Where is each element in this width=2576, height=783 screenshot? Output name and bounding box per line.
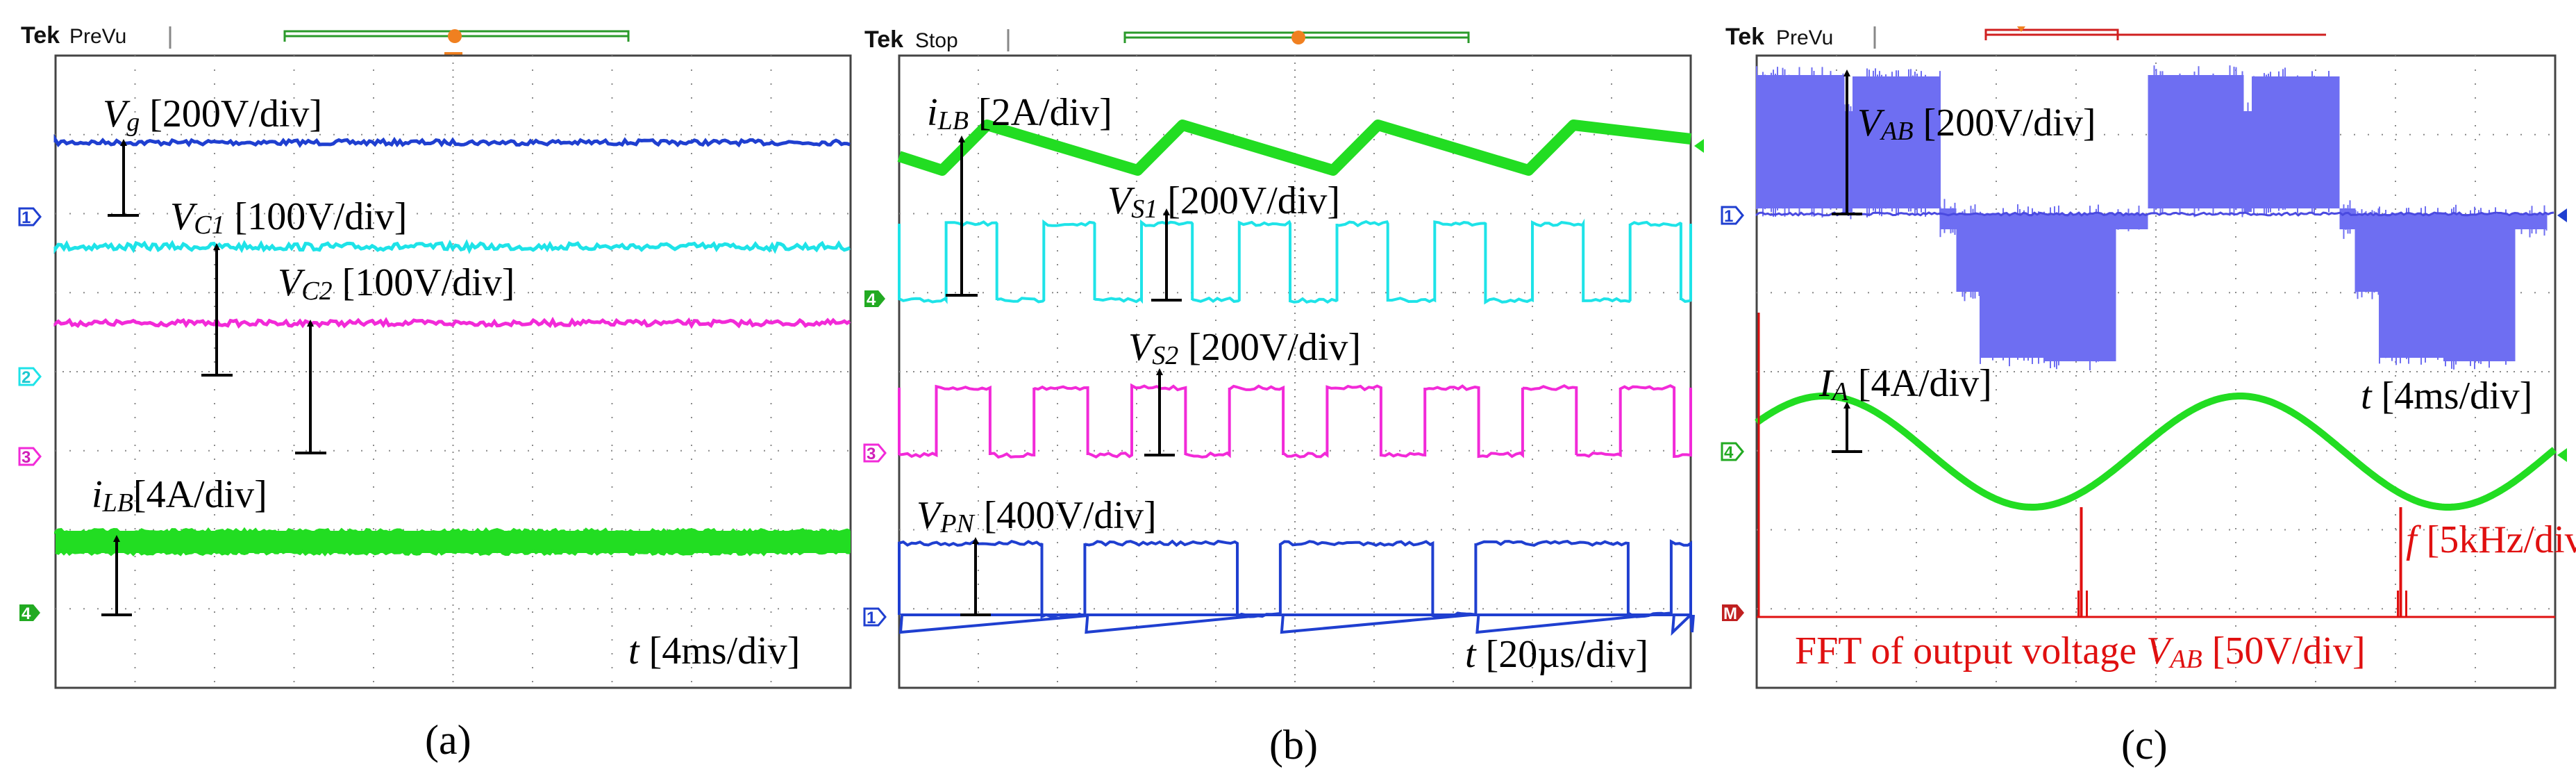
panel-a: Tek PreVu T 1 2 3 4 Vg [200V/div] VC1 [1… bbox=[18, 22, 852, 763]
ch3-marker-icon: 3 bbox=[863, 443, 887, 463]
panel-b-ch-markers: 4 3 1 bbox=[863, 290, 887, 627]
series-ia bbox=[1755, 393, 2557, 511]
caption-b: (b) bbox=[1269, 722, 1318, 768]
caption-a: (a) bbox=[425, 717, 471, 763]
series-vab-block bbox=[1757, 75, 1781, 208]
svg-text:3: 3 bbox=[867, 445, 876, 463]
series-vab-block bbox=[2380, 214, 2443, 358]
label-vg: Vg [200V/div] bbox=[103, 92, 322, 137]
label-vc2: VC2 [100V/div] bbox=[278, 261, 515, 306]
series-vg bbox=[53, 133, 851, 148]
panel-a-mode: PreVu bbox=[69, 25, 126, 48]
series-ilb-edge bbox=[54, 527, 851, 536]
math-marker-icon: M bbox=[1722, 604, 1744, 623]
series-vab-block bbox=[1980, 214, 2044, 358]
series-ilb-edge bbox=[55, 547, 851, 557]
ch4-marker-icon: 4 bbox=[864, 290, 885, 309]
panel-a-brand: Tek bbox=[21, 22, 60, 49]
svg-text:M: M bbox=[1723, 604, 1737, 623]
label-ia: IA [4A/div] bbox=[1818, 362, 1992, 406]
panel-a-ch-markers: 1 2 3 4 bbox=[18, 207, 42, 623]
svg-text:1: 1 bbox=[1724, 207, 1733, 226]
ch4-pointer-icon bbox=[1694, 139, 1704, 153]
panel-c: Tek PreVu 1 4 M VAB [200V/div] IA [4A/di… bbox=[1721, 24, 2576, 768]
panel-b-mode: Stop bbox=[915, 29, 958, 52]
svg-text:1: 1 bbox=[867, 609, 876, 627]
label-ilb-a: iLB[4A/div] bbox=[92, 473, 267, 518]
svg-text:3: 3 bbox=[22, 448, 31, 467]
svg-text:4: 4 bbox=[867, 290, 876, 309]
panel-c-plot bbox=[1755, 54, 2567, 689]
label-vs1: VS1 [200V/div] bbox=[1107, 179, 1340, 224]
panel-b-plot bbox=[897, 54, 1704, 689]
series-vs1 bbox=[898, 218, 1692, 305]
ch1-pointer-icon bbox=[2557, 208, 2567, 222]
label-t-a: t [4ms/div] bbox=[628, 629, 800, 673]
series-vab-block bbox=[1956, 214, 1980, 292]
series-vpn bbox=[898, 539, 1695, 636]
panel-c-ch-markers: 1 4 M bbox=[1721, 206, 1744, 623]
ch1-marker-icon: 1 bbox=[18, 207, 42, 227]
series-vab-block bbox=[2116, 214, 2148, 229]
series-vab-block bbox=[2148, 75, 2180, 208]
series-vs2 bbox=[898, 383, 1692, 459]
series-ilb-b bbox=[897, 119, 1691, 176]
label-vs2: VS2 [200V/div] bbox=[1128, 326, 1361, 370]
svg-text:4: 4 bbox=[22, 604, 31, 623]
label-ilb-b: iLB [2A/div] bbox=[927, 91, 1112, 135]
label-vc1: VC1 [100V/div] bbox=[170, 195, 407, 240]
ch2-marker-icon: 2 bbox=[18, 367, 42, 387]
series-vab-block bbox=[1940, 208, 1957, 229]
label-t-b: t [20µs/div] bbox=[1465, 633, 1648, 676]
panel-b: Tek Stop T 4 3 1 iLB [2A/div] VS1 [200V/… bbox=[863, 26, 1704, 768]
label-vab: VAB [200V/div] bbox=[1857, 101, 2096, 146]
panel-a-plot bbox=[53, 54, 852, 689]
series-vc2 bbox=[53, 316, 851, 329]
svg-text:2: 2 bbox=[22, 368, 31, 387]
ch4-marker-icon: 4 bbox=[1721, 442, 1744, 462]
ch4-pointer-icon bbox=[2557, 448, 2567, 462]
series-vc1 bbox=[53, 239, 851, 254]
label-fft: FFT of output voltage VAB [50V/div] bbox=[1795, 629, 2366, 674]
caption-c: (c) bbox=[2121, 722, 2168, 768]
panel-b-brand: Tek bbox=[864, 26, 903, 53]
series-vab-block bbox=[2355, 214, 2380, 292]
label-f: f [5kHz/div] bbox=[2406, 518, 2576, 561]
series-vab-block bbox=[2180, 75, 2244, 208]
svg-text:1: 1 bbox=[22, 208, 31, 227]
label-t-c: t [4ms/div] bbox=[2361, 374, 2532, 418]
ch3-marker-icon: 3 bbox=[18, 447, 42, 467]
series-vab-zero bbox=[1755, 211, 2554, 217]
series-ilb bbox=[56, 531, 851, 553]
label-vpn: VPN [400V/div] bbox=[917, 494, 1157, 538]
panel-c-brand: Tek bbox=[1725, 24, 1764, 50]
panel-c-mode: PreVu bbox=[1776, 26, 1833, 49]
ch4-marker-icon: 4 bbox=[19, 604, 40, 623]
svg-text:4: 4 bbox=[1724, 443, 1734, 462]
ch1-marker-icon: 1 bbox=[1721, 206, 1744, 226]
ch1-marker-icon: 1 bbox=[863, 607, 887, 627]
